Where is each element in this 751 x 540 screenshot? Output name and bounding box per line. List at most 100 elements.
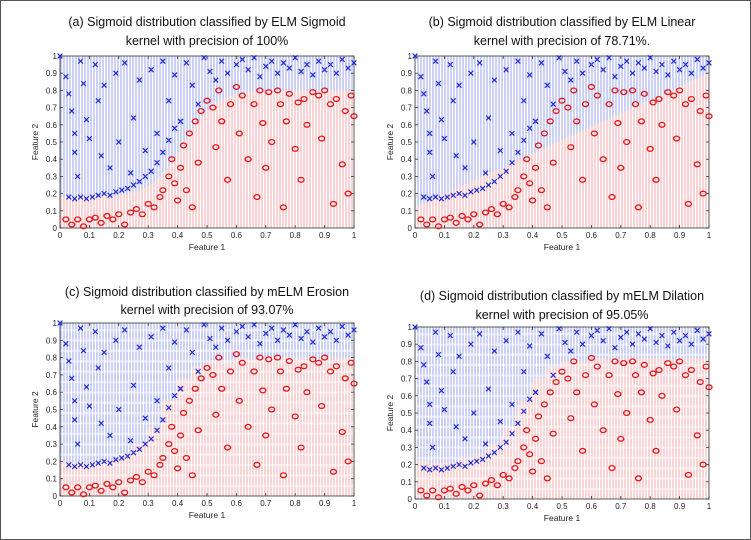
- x-marker-point: [441, 406, 448, 413]
- circle-marker-point: [481, 480, 490, 487]
- circle-marker-point: [673, 406, 681, 413]
- x-marker-point: [567, 348, 574, 354]
- chart-title-line: (a) Sigmoid distribution classified by E…: [68, 15, 345, 29]
- circle-marker-point: [543, 475, 551, 482]
- x-marker-point: [450, 463, 457, 470]
- x-marker-point: [612, 73, 618, 80]
- x-marker-point: [600, 66, 606, 73]
- x-marker-point: [515, 420, 521, 427]
- x-tick-label: 0.9: [674, 231, 686, 240]
- circle-marker-point: [570, 87, 578, 94]
- x-marker-point: [544, 82, 551, 89]
- circle-marker-point: [344, 458, 352, 465]
- circle-marker-point: [62, 484, 70, 491]
- x-marker-point: [562, 339, 568, 346]
- x-marker-point: [694, 327, 701, 334]
- circle-marker-point: [540, 130, 549, 137]
- x-marker-point: [98, 152, 104, 159]
- circle-marker-point: [649, 370, 657, 377]
- circle-marker-point: [673, 135, 681, 142]
- x-marker-point: [280, 327, 287, 333]
- x-marker-point: [160, 325, 166, 332]
- series-class-b: [62, 351, 358, 498]
- y-tick-label: 0.4: [401, 155, 413, 164]
- circle-marker-point: [194, 159, 202, 166]
- circle-marker-point: [520, 173, 528, 180]
- x-marker-point: [588, 332, 595, 339]
- circle-marker-point: [514, 187, 522, 194]
- x-marker-point: [456, 353, 462, 360]
- y-tick-label: 0.1: [46, 207, 58, 216]
- y-tick-label: 0: [408, 224, 413, 233]
- circle-marker-point: [681, 101, 690, 108]
- circle-marker-point: [646, 145, 654, 152]
- x-marker-point: [623, 329, 630, 335]
- circle-marker-point: [423, 492, 431, 499]
- x-marker-point: [423, 379, 430, 385]
- circle-marker-point: [232, 83, 241, 91]
- x-marker-point: [665, 72, 671, 78]
- x-marker-point: [676, 66, 683, 73]
- circle-marker-point: [587, 83, 596, 91]
- x-marker-point: [154, 398, 160, 404]
- x-marker-point: [142, 173, 149, 180]
- x-marker-point: [262, 63, 269, 70]
- x-marker-point: [706, 60, 712, 66]
- y-axis-label: Feature 2: [385, 124, 395, 161]
- x-marker-point: [515, 149, 521, 156]
- circle-marker-point: [528, 197, 537, 204]
- x-tick-label: 0.5: [201, 231, 213, 240]
- circle-marker-point: [197, 107, 205, 115]
- x-marker-point: [617, 63, 624, 70]
- circle-marker-point: [168, 156, 176, 163]
- x-marker-point: [189, 349, 196, 356]
- circle-marker-point: [300, 363, 308, 370]
- circle-marker-point: [452, 219, 460, 226]
- x-tick-label: 0.4: [527, 502, 539, 511]
- circle-marker-point: [534, 413, 543, 420]
- x-marker-point: [700, 336, 706, 342]
- circle-marker-point: [549, 159, 557, 166]
- circle-marker-point: [599, 156, 607, 163]
- x-marker-point: [612, 344, 618, 351]
- circle-marker-point: [696, 107, 704, 115]
- circle-marker-point: [103, 480, 111, 487]
- circle-marker-point: [91, 214, 99, 221]
- x-tick-label: 0.7: [615, 502, 627, 511]
- x-marker-point: [579, 341, 586, 348]
- x-marker-point: [239, 323, 246, 330]
- circle-marker-point: [505, 475, 513, 482]
- y-tick-label: 0.9: [46, 336, 58, 345]
- x-marker-point: [682, 332, 689, 339]
- circle-marker-point: [338, 161, 346, 168]
- region-class-b: [415, 358, 709, 499]
- circle-marker-point: [191, 385, 199, 392]
- circle-marker-point: [279, 472, 288, 479]
- x-marker-point: [321, 334, 328, 340]
- x-marker-point: [148, 168, 154, 175]
- circle-marker-point: [62, 216, 70, 223]
- circle-marker-point: [693, 432, 701, 439]
- circle-marker-point: [250, 368, 258, 375]
- circle-marker-point: [103, 212, 111, 220]
- x-marker-point: [310, 72, 316, 78]
- y-tick-label: 0.9: [401, 69, 413, 78]
- circle-marker-point: [628, 87, 637, 94]
- circle-marker-point: [318, 135, 326, 142]
- x-marker-point: [177, 118, 184, 125]
- x-marker-point: [257, 340, 263, 347]
- circle-marker-point: [344, 190, 352, 197]
- y-tick-label: 0.6: [46, 388, 58, 397]
- y-tick-label: 0: [53, 492, 58, 501]
- circle-marker-point: [520, 444, 528, 451]
- x-marker-point: [298, 335, 304, 342]
- x-marker-point: [130, 449, 137, 456]
- circle-marker-point: [705, 113, 713, 120]
- circle-marker-point: [526, 451, 534, 458]
- decision-region: [60, 56, 354, 228]
- x-marker-point: [130, 382, 137, 389]
- x-marker-point: [470, 139, 477, 145]
- circle-marker-point: [332, 95, 341, 103]
- x-marker-point: [218, 325, 225, 332]
- x-marker-point: [420, 194, 427, 200]
